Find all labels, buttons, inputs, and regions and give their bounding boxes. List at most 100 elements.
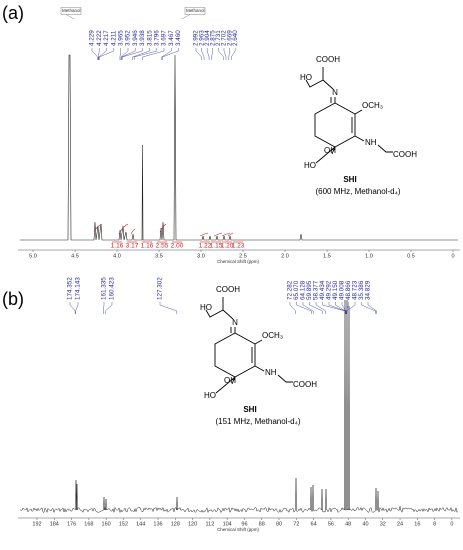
spectrum <box>20 299 459 514</box>
integral-value: 1.16 <box>111 243 124 250</box>
structure-label: HO <box>304 161 316 170</box>
peak-leader <box>119 48 122 60</box>
x-tick-label: 3.5 <box>155 253 163 259</box>
x-tick-label: 144 <box>136 521 145 527</box>
x-tick-label: 96 <box>241 521 247 527</box>
structure-label: COOH <box>293 380 317 389</box>
x-tick-label: 2.5 <box>239 253 247 259</box>
x-tick-label: 0 <box>451 253 454 259</box>
peak-leader <box>206 48 210 60</box>
peak-leader <box>201 48 205 60</box>
structure-label: N <box>232 318 238 327</box>
structure-label: COOH <box>316 55 340 64</box>
peak-label: 2.992 <box>193 30 200 46</box>
peak-label: 58.377 <box>313 280 320 300</box>
x-tick-label: 8 <box>433 521 436 527</box>
x-tick-label: 32 <box>380 521 386 527</box>
peak-leader <box>309 302 323 314</box>
peak-leader <box>195 48 202 60</box>
peak-label: 3.965 <box>117 30 124 46</box>
x-tick-label: 104 <box>223 521 232 527</box>
integral-value: 2.00 <box>171 243 184 250</box>
peak-label: 160.423 <box>109 277 116 300</box>
x-tick-label: 56 <box>328 521 334 527</box>
structure <box>205 296 294 394</box>
compound-name: SHI <box>243 405 256 414</box>
structure <box>305 66 394 164</box>
solvent-label: Methanol <box>62 8 81 13</box>
peak-leader <box>161 48 172 60</box>
x-tick-label: 4.5 <box>71 253 79 259</box>
x-tick-label: 1.5 <box>323 253 331 259</box>
x-tick-label: 176 <box>67 521 76 527</box>
peak-leader <box>162 48 179 60</box>
peak-leader <box>231 48 236 60</box>
x-tick-label: 3.0 <box>197 253 205 259</box>
conditions: (151 MHz, Methanol-d₄) <box>215 417 300 426</box>
peak-label: 3.946 <box>132 30 139 46</box>
solvent-box <box>60 7 82 15</box>
x-tick-label: 24 <box>397 521 403 527</box>
peak-label: 72.282 <box>287 280 294 300</box>
structure-label: HO <box>300 73 312 82</box>
structure-label: HO <box>200 303 212 312</box>
peak-leader <box>341 302 347 314</box>
peak-leader <box>75 302 79 314</box>
peak-leader <box>302 302 314 314</box>
peak-leader <box>211 48 214 60</box>
structure-label: OH <box>324 146 336 155</box>
x-tick-label: 168 <box>84 521 93 527</box>
peak-label: 49.292 <box>326 280 333 300</box>
x-tick-label: 16 <box>414 521 420 527</box>
integral-value: 1.16 <box>141 243 154 250</box>
peak-label: 161.335 <box>101 277 108 300</box>
x-tick-label: 2.0 <box>281 253 289 259</box>
peak-leader <box>99 48 114 60</box>
x-tick-label: 136 <box>153 521 162 527</box>
peak-label: 49.434 <box>319 280 326 300</box>
x-tick-label: 80 <box>276 521 282 527</box>
peak-label: 34.829 <box>365 280 372 300</box>
x-tick-label: 0.5 <box>407 253 415 259</box>
peak-label: 48.866 <box>345 280 352 300</box>
peak-label: 49.150 <box>332 280 339 300</box>
peak-label: 49.008 <box>339 280 346 300</box>
peak-label: 174.143 <box>75 277 82 300</box>
structure-label: HO <box>204 391 216 400</box>
panel-label: (a) <box>2 3 24 23</box>
peak-label: 4.217 <box>103 30 110 46</box>
peak-leader <box>159 302 178 314</box>
peak-label: 2.640 <box>232 30 239 46</box>
peak-label: 3.952 <box>125 30 132 46</box>
x-tick-label: 112 <box>205 521 214 527</box>
x-tick-label: 184 <box>50 521 59 527</box>
structure-label: OCH₃ <box>362 101 383 110</box>
peak-leader <box>322 302 346 314</box>
peak-label: 127.302 <box>157 277 164 300</box>
peak-leader <box>328 302 346 314</box>
solvent-leader <box>181 14 191 20</box>
x-tick-label: 0 <box>450 521 453 527</box>
x-tick-label: 40 <box>362 521 368 527</box>
peak-label: 3.697 <box>161 30 168 46</box>
x-tick-label: 120 <box>188 521 197 527</box>
peak-label: 3.796 <box>153 30 160 46</box>
panel-label: (b) <box>2 289 24 309</box>
x-tick-label: 160 <box>102 521 111 527</box>
x-tick-label: 64 <box>311 521 317 527</box>
structure-label: COOH <box>216 285 240 294</box>
integral-value: 3.17 <box>126 243 139 250</box>
peak-leader <box>103 302 105 314</box>
structure-label: NH <box>365 138 377 147</box>
peak-leader <box>105 302 113 314</box>
x-tick-label: 88 <box>259 521 265 527</box>
peak-leader <box>69 302 76 314</box>
x-tick-label: 5.0 <box>29 253 37 259</box>
x-tick-label: 1.0 <box>365 253 373 259</box>
peak-label: 65.070 <box>293 280 300 300</box>
peak-leader <box>133 48 158 60</box>
x-axis-label: Chemical Shift (ppm) <box>217 527 260 532</box>
integral-value: 1.20 <box>221 243 234 250</box>
peak-label: 2.904 <box>204 30 211 46</box>
